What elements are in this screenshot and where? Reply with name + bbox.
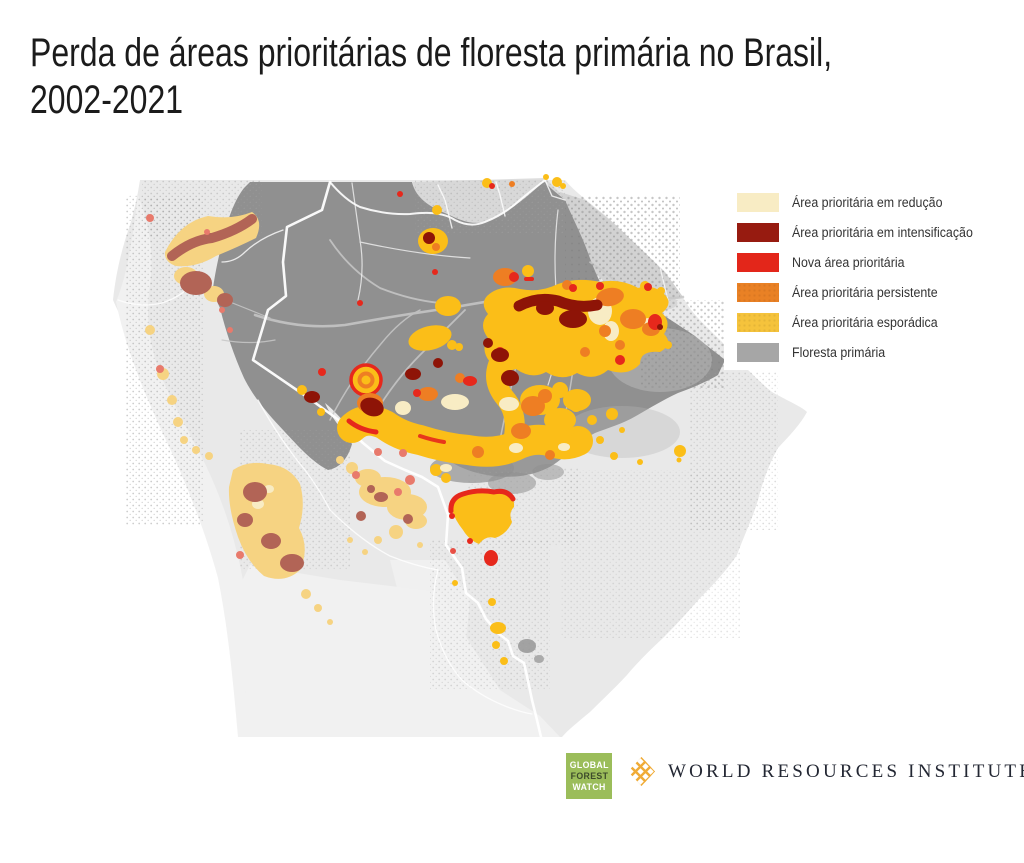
priority-area-hotspots	[145, 174, 686, 665]
legend-swatch-floresta	[737, 342, 779, 362]
legend-item-nova: Nova área prioritária	[737, 247, 1018, 277]
legend-swatch-reducao	[737, 192, 779, 212]
legend-swatch-esporadica	[737, 312, 779, 332]
title-line-1: Perda de áreas prioritárias de floresta …	[30, 31, 833, 75]
legend-item-persistente: Área prioritária persistente	[737, 277, 1018, 307]
legend-item-intensificacao: Área prioritária em intensificação	[737, 217, 1018, 247]
legend-swatch-persistente	[737, 282, 779, 302]
muted-red-accents	[146, 214, 415, 559]
legend-swatch-intensificacao	[737, 222, 779, 242]
legend-label-persistente: Área prioritária persistente	[792, 284, 938, 300]
legend-swatch-nova	[737, 252, 779, 272]
legend-label-esporadica: Área prioritária esporádica	[792, 314, 938, 330]
page-title: Perda de áreas prioritárias de floresta …	[30, 30, 974, 124]
andean-sporadic-areas	[145, 212, 427, 625]
gfw-logo-text-global: GLOBAL	[569, 759, 609, 771]
country-state-borders	[117, 179, 669, 739]
legend-item-floresta: Floresta primária	[737, 337, 1018, 367]
gfw-logo-text-forest: FOREST	[570, 770, 608, 782]
legend-item-esporadica: Área prioritária esporádica	[737, 307, 1018, 337]
map-legend: Área prioritária em redução Área priorit…	[724, 184, 1018, 370]
legend-label-reducao: Área prioritária em redução	[792, 194, 943, 210]
wri-lattice-icon	[628, 756, 655, 786]
intensification-priority-areas	[304, 232, 663, 417]
andean-intensification-areas	[167, 214, 413, 572]
legend-label-intensificacao: Área prioritária em intensificação	[792, 224, 973, 240]
title-line-2: 2002-2021	[30, 78, 184, 122]
legend-label-floresta: Floresta primária	[792, 344, 886, 360]
new-priority-areas	[318, 183, 662, 566]
world-resources-institute-logo: WORLD RESOURCES INSTITUTE	[628, 756, 1024, 786]
global-forest-watch-logo: GLOBAL FOREST WATCH	[566, 753, 612, 799]
legend-item-reducao: Área prioritária em redução	[737, 187, 1018, 217]
legend-label-nova: Nova área prioritária	[792, 254, 905, 270]
gfw-logo-text-watch: WATCH	[572, 781, 606, 793]
wri-logo-text: WORLD RESOURCES INSTITUTE	[668, 761, 1024, 782]
